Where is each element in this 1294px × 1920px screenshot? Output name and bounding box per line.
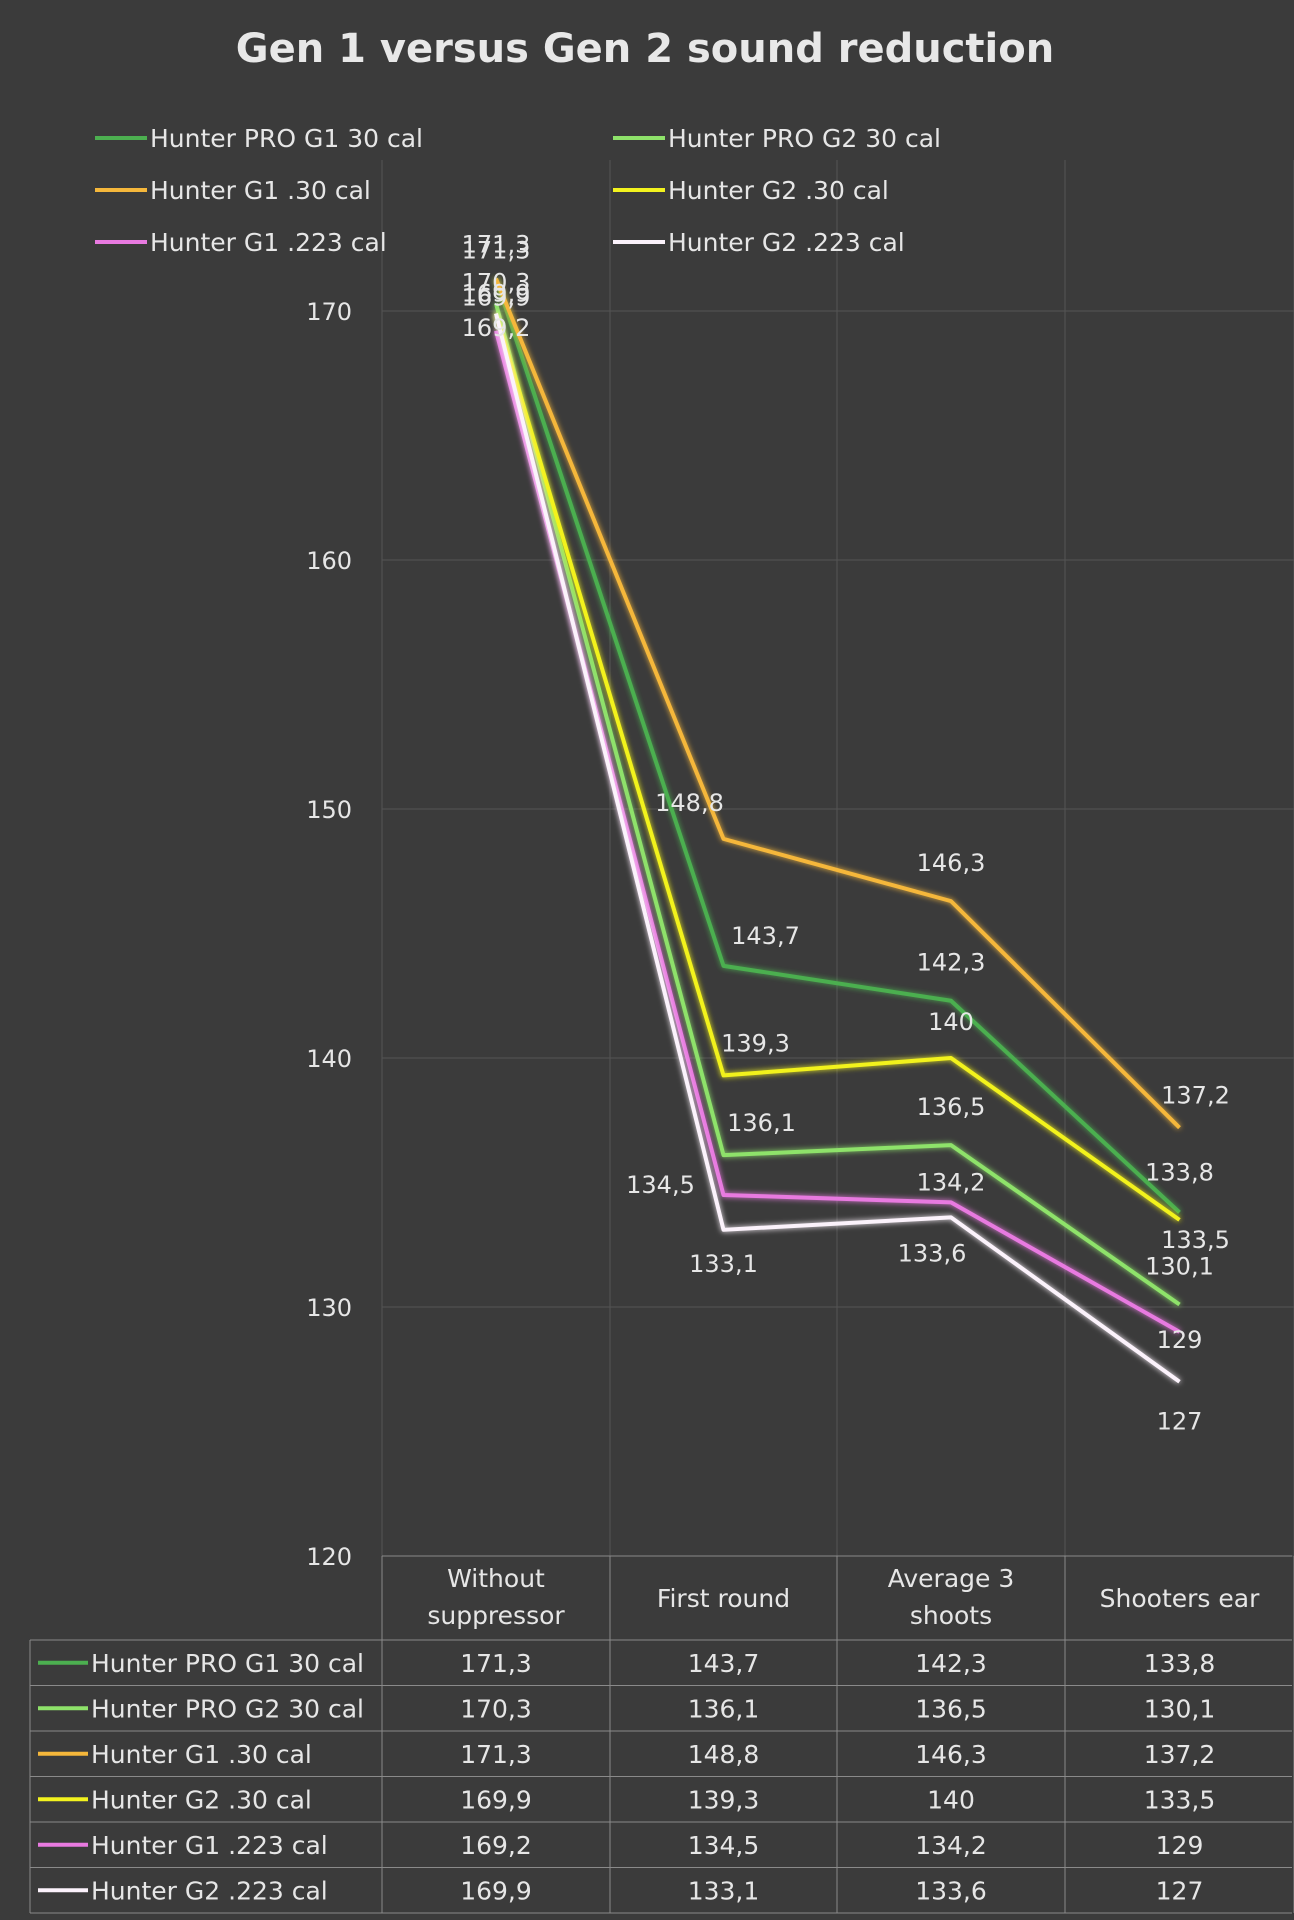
data-label: 133,1 [689,1250,758,1278]
data-label: 133,6 [898,1239,967,1267]
table-row: Hunter G2 .223 cal 169,9 133,1 133,6 127 [38,1876,1203,1905]
y-tick-label: 170 [306,298,352,326]
table-cell: 137,2 [1144,1740,1216,1769]
table-cell: 169,2 [460,1831,532,1860]
y-axis: 120 130 140 150 160 170 [306,298,352,1571]
table-row: Hunter G2 .30 cal 169,9 139,3 140 133,5 [38,1785,1215,1814]
legend-label: Hunter PRO G2 30 cal [668,124,941,153]
table-row-label: Hunter PRO G1 30 cal [91,1649,364,1678]
table-cell: 169,9 [460,1876,532,1905]
y-tick-label: 130 [306,1294,352,1322]
category-label: First round [657,1584,790,1613]
legend-label: Hunter G2 .30 cal [668,176,889,205]
legend-item: Hunter G1 .30 cal [95,176,371,205]
data-label: 171,3 [462,231,531,259]
series-line [494,303,1181,1307]
data-label: 133,8 [1145,1158,1214,1186]
series-line [494,278,1181,1214]
series-line [494,312,1181,1222]
table-cell: 133,5 [1144,1785,1216,1814]
table-cell: 136,5 [915,1694,987,1723]
series-line [494,277,1181,1130]
category-label: Average 3 shoots [888,1564,1015,1630]
table-cell: 139,3 [688,1785,760,1814]
table-cell: 133,8 [1144,1649,1216,1678]
table-row-label: Hunter G2 .30 cal [91,1785,312,1814]
table-cell: 130,1 [1144,1694,1216,1723]
data-label: 133,5 [1161,1226,1230,1254]
table-cell: 134,5 [688,1831,760,1860]
table-cell: 129 [1156,1831,1204,1860]
table-cell: 169,9 [460,1785,532,1814]
category-label: Without suppressor [427,1564,565,1630]
legend-label: Hunter G1 .223 cal [150,228,387,257]
data-label: 129 [1157,1326,1203,1354]
legend-item: Hunter G1 .223 cal [95,228,387,257]
series-line [494,313,1181,1384]
data-label: 140 [928,1008,974,1036]
data-label: 143,7 [731,922,800,950]
data-label: 137,2 [1161,1082,1230,1110]
table-cell: 140 [927,1785,975,1814]
y-tick-label: 150 [306,796,352,824]
category-label: Shooters ear [1100,1584,1260,1613]
legend-item: Hunter G2 .30 cal [613,176,889,205]
table-cell: 171,3 [460,1740,532,1769]
data-label: 136,5 [917,1093,986,1121]
legend-label: Hunter G1 .30 cal [150,176,371,205]
data-label: 142,3 [917,949,986,977]
data-label: 136,1 [727,1109,796,1137]
table-cell: 171,3 [460,1649,532,1678]
data-label: 146,3 [917,849,986,877]
table-cell: 127 [1156,1876,1204,1905]
table-cell: 143,7 [688,1649,760,1678]
chart-title: Gen 1 versus Gen 2 sound reduction [236,26,1054,72]
y-tick-label: 160 [306,547,352,575]
table-cell: 142,3 [915,1649,987,1678]
data-label: 169,9 [462,279,531,307]
data-label: 134,5 [626,1171,695,1199]
table-row-label: Hunter G1 .223 cal [91,1831,328,1860]
data-label: 127 [1157,1408,1203,1436]
table-cell: 133,1 [688,1876,760,1905]
data-label: 134,2 [917,1168,986,1196]
table-row-label: Hunter G2 .223 cal [91,1876,328,1905]
legend-item: Hunter PRO G2 30 cal [613,124,941,153]
table-cell: 170,3 [460,1694,532,1723]
data-label: 169,9 [462,283,531,311]
legend-item: Hunter G2 .223 cal [613,228,905,257]
data-label: 170,3 [462,269,531,297]
series-lines [494,277,1181,1384]
legend: Hunter PRO G1 30 cal Hunter PRO G2 30 cal… [95,124,941,257]
data-label: 171,3 [462,237,531,265]
legend-label: Hunter PRO G1 30 cal [150,124,423,153]
table-cell: 146,3 [915,1740,987,1769]
table-row-label: Hunter G1 .30 cal [91,1740,312,1769]
table-row: Hunter PRO G1 30 cal 171,3 143,7 142,3 133,8 [38,1649,1215,1678]
table-row: Hunter G1 .30 cal 171,3 148,8 146,3 137,2 [38,1740,1215,1769]
data-label: 139,3 [721,1029,790,1057]
table-cell: 134,2 [915,1831,987,1860]
table-row: Hunter G1 .223 cal 169,2 134,5 134,2 129 [38,1831,1203,1860]
data-table: Without suppressor First round Average 3 sho… [29,1555,1294,1914]
table-row-label: Hunter PRO G2 30 cal [91,1694,364,1723]
data-label: 148,8 [655,789,724,817]
table-cell: 148,8 [688,1740,760,1769]
data-label: 169,2 [462,314,531,342]
y-tick-label: 140 [306,1045,352,1073]
gridlines [381,160,1294,1557]
data-labels: 171,3 143,7 142,3 133,8 170,3 136,1 136,5 130,1… [462,231,1230,1436]
table-row: Hunter PRO G2 30 cal 170,3 136,1 136,5 130,1 [38,1694,1215,1723]
table-cell: 133,6 [915,1876,987,1905]
data-label: 130,1 [1145,1253,1214,1281]
legend-item: Hunter PRO G1 30 cal [95,124,423,153]
legend-label: Hunter G2 .223 cal [668,228,905,257]
table-cell: 136,1 [688,1694,760,1723]
series-line [494,330,1181,1334]
y-tick-label: 120 [306,1543,352,1571]
